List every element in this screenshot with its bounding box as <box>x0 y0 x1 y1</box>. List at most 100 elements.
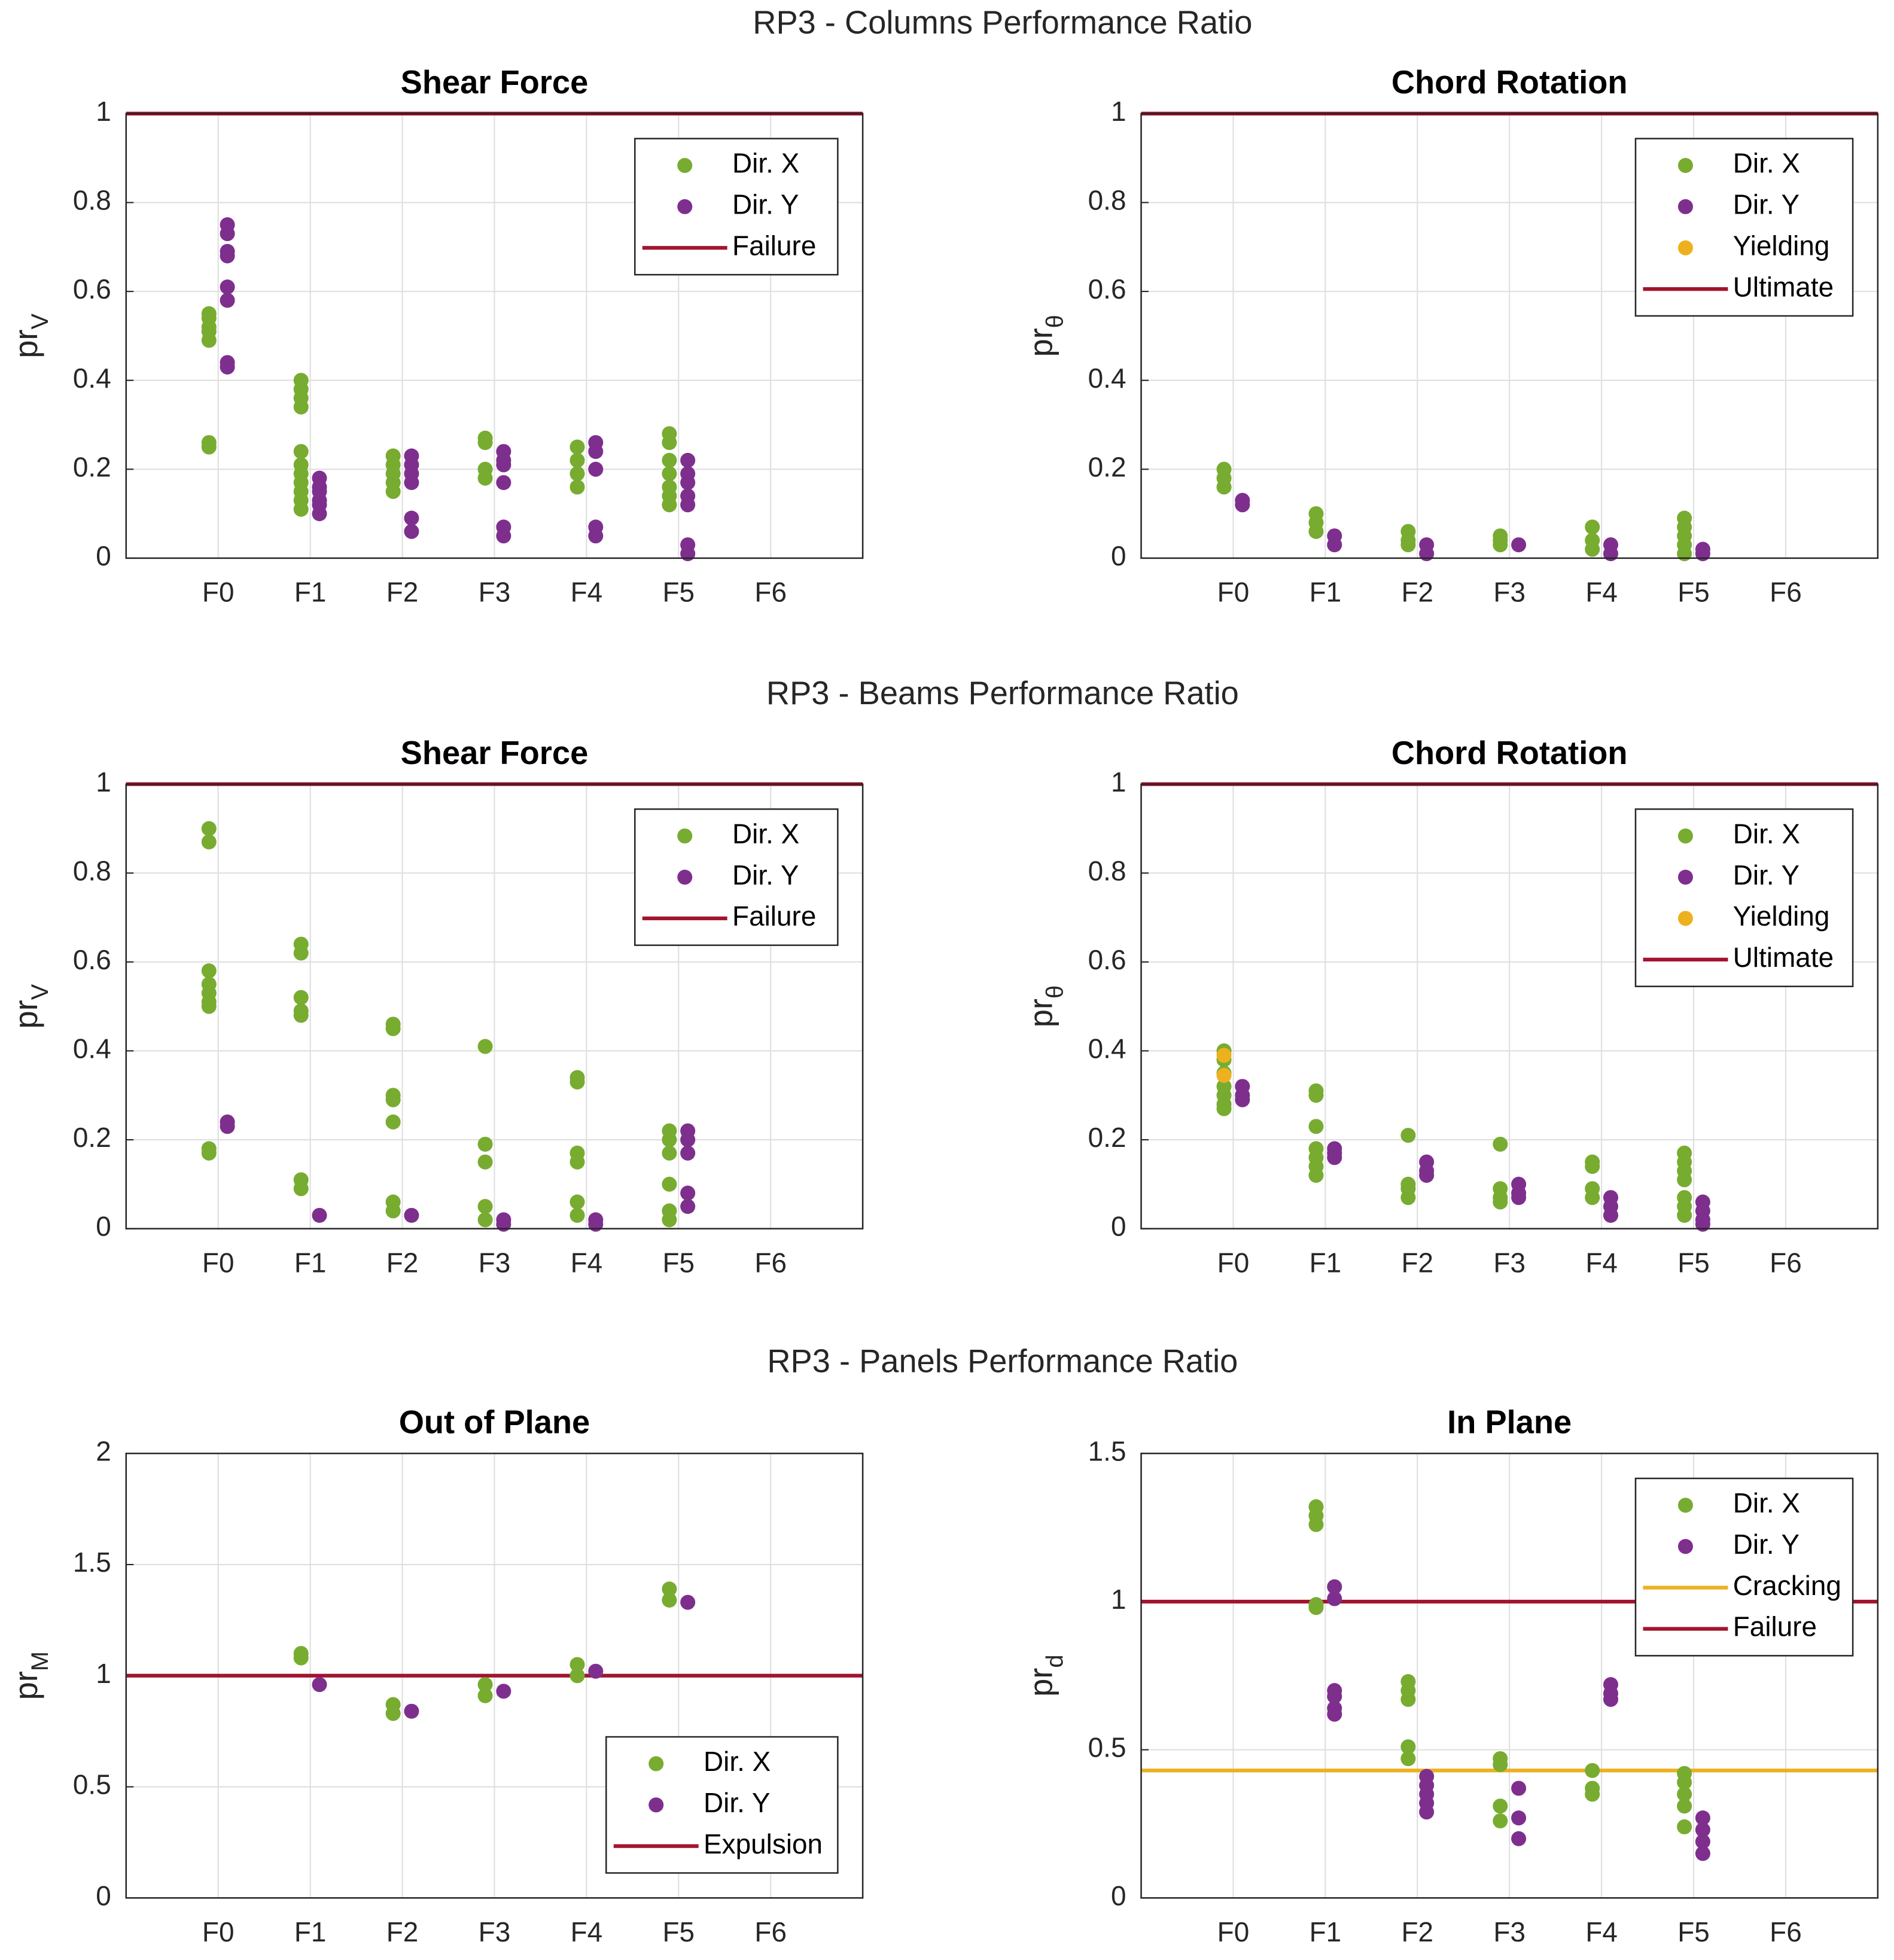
x-tick-label: F2 <box>1401 577 1433 608</box>
y-label-base: pr <box>1024 1668 1059 1697</box>
data-point <box>477 470 493 486</box>
axes-box <box>125 783 864 1229</box>
data-point <box>1585 541 1600 557</box>
x-tick-label: F6 <box>1770 1247 1802 1278</box>
x-tick-label: F4 <box>571 577 603 608</box>
data-point <box>1493 1813 1508 1829</box>
y-tick-label: 0.5 <box>73 1769 111 1800</box>
y-tick-label: 1 <box>96 766 111 798</box>
data-point <box>1400 1751 1416 1766</box>
y-tick-label: 0 <box>96 1880 111 1911</box>
y-label-base: pr <box>8 1671 44 1700</box>
x-tick-label: F3 <box>479 1247 511 1278</box>
data-point <box>662 435 677 451</box>
data-point <box>1677 1819 1692 1834</box>
x-tick-label: F4 <box>1585 1247 1618 1278</box>
data-point <box>1695 546 1710 561</box>
data-point <box>1603 1691 1619 1707</box>
data-point <box>570 479 585 495</box>
data-point <box>680 1198 696 1215</box>
legend-marker <box>1677 1539 1693 1554</box>
x-tick-label: F1 <box>1310 1247 1342 1278</box>
axes-box <box>1140 112 1879 559</box>
data-point <box>496 457 511 473</box>
data-point <box>1493 1136 1508 1152</box>
legend-marker <box>677 869 693 885</box>
x-tick-label: F5 <box>663 1916 695 1947</box>
data-point <box>201 1145 217 1161</box>
legend-label: Dir. X <box>732 148 799 179</box>
data-point <box>477 1154 493 1170</box>
x-tick-label: F6 <box>1770 1916 1802 1947</box>
legend-marker <box>648 1756 664 1772</box>
legend-marker <box>1677 911 1693 926</box>
data-point <box>1511 537 1527 553</box>
data-point <box>662 497 677 513</box>
data-point <box>662 1212 677 1228</box>
x-tick-label: F6 <box>754 1916 787 1947</box>
data-point <box>1400 1128 1416 1143</box>
data-point <box>570 1194 585 1210</box>
x-tick-label: F2 <box>386 577 419 608</box>
data-point <box>1216 1067 1232 1083</box>
legend-label: Ultimate <box>1733 271 1834 302</box>
data-point <box>570 439 585 455</box>
legend-box <box>1634 1477 1854 1657</box>
axes-box <box>1140 783 1879 1229</box>
data-point <box>293 1650 309 1666</box>
section-title: RP3 - Panels Performance Ratio <box>767 1343 1238 1379</box>
data-point <box>1493 1757 1508 1772</box>
section-title: RP3 - Columns Performance Ratio <box>753 5 1252 41</box>
data-point <box>385 1114 401 1130</box>
legend-marker <box>1677 1498 1693 1513</box>
data-point <box>293 1181 309 1197</box>
legend-label: Dir. Y <box>704 1787 770 1818</box>
data-point <box>1695 1216 1710 1232</box>
x-tick-label: F1 <box>294 1247 327 1278</box>
y-tick-label: 0.2 <box>73 1122 111 1153</box>
y-tick-label: 0.6 <box>1088 944 1126 975</box>
legend-marker <box>1677 828 1693 844</box>
data-point <box>477 1136 493 1152</box>
data-point <box>201 834 217 850</box>
axes-box <box>125 1453 864 1899</box>
data-point <box>570 466 585 482</box>
data-point <box>477 1688 493 1703</box>
data-point <box>385 1706 401 1721</box>
legend-marker <box>1677 240 1693 255</box>
y-tick-label: 0 <box>96 1211 111 1242</box>
y-tick-label: 0.5 <box>1088 1732 1126 1763</box>
data-point <box>1400 1691 1416 1707</box>
data-point <box>1677 546 1692 561</box>
y-tick-label: 0 <box>96 540 111 571</box>
chart-title: Out of Plane <box>399 1405 590 1441</box>
legend-marker <box>677 199 693 214</box>
data-point <box>1493 1798 1508 1814</box>
y-tick-label: 2 <box>96 1435 111 1466</box>
data-point <box>1308 1517 1324 1532</box>
legend-box <box>605 1736 839 1874</box>
y-tick-label: 1.5 <box>1088 1435 1126 1466</box>
data-point <box>293 501 309 517</box>
x-tick-label: F4 <box>1585 1916 1618 1947</box>
data-point <box>662 466 677 482</box>
data-point <box>385 483 401 499</box>
data-point <box>1677 1798 1692 1814</box>
y-axis-label: prd <box>1024 1655 1068 1697</box>
data-point <box>1511 1831 1527 1846</box>
y-tick-label: 0.8 <box>1088 855 1126 886</box>
data-point <box>220 293 235 308</box>
y-tick-label: 1 <box>1111 766 1126 798</box>
data-point <box>588 1663 604 1679</box>
y-axis-label: prV <box>8 314 53 358</box>
legend-box <box>1634 138 1854 317</box>
data-point <box>588 1216 604 1232</box>
legend-label: Dir. Y <box>1733 859 1799 890</box>
x-tick-label: F6 <box>754 577 787 608</box>
data-point <box>1585 1190 1600 1206</box>
data-point <box>570 1207 585 1223</box>
chart-title: Shear Force <box>401 65 589 101</box>
data-point <box>1511 1190 1527 1206</box>
y-tick-label: 0.2 <box>1088 451 1126 482</box>
